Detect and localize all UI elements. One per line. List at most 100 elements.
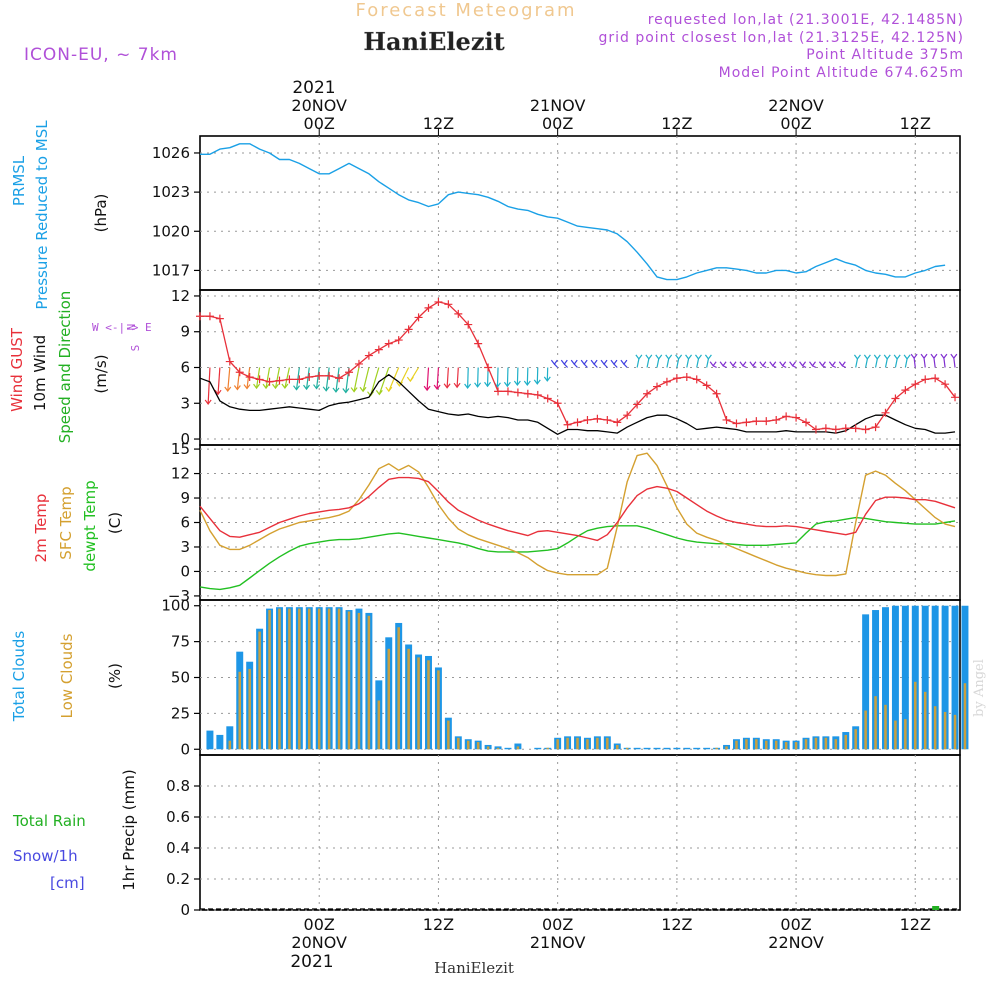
- low-cloud-bar: [417, 657, 420, 750]
- gust-marker: [414, 313, 423, 322]
- snow-label: Snow/1h: [13, 847, 78, 865]
- point-altitude: Point Altitude 375m: [806, 47, 964, 63]
- top-date-label: 21NOV: [530, 96, 586, 115]
- compass-label: N: [125, 324, 138, 331]
- wind-arrow: [315, 367, 320, 389]
- total-cloud-bar: [693, 747, 701, 750]
- precip-unit: 1hr Precip (mm): [120, 769, 138, 890]
- wind-arrow-head: [303, 384, 311, 391]
- gust-marker: [354, 359, 363, 368]
- wind-arrow-head: [950, 353, 958, 360]
- wind-arrow: [865, 358, 868, 368]
- bottom-hour-label: 12Z: [661, 915, 692, 934]
- precip-ytick-label: 0.4: [166, 839, 190, 857]
- low-cloud-bar: [496, 747, 500, 750]
- wind-arrow-head: [610, 359, 618, 366]
- pressure-label-2: Pressure Reduced to MSL: [33, 120, 51, 310]
- total-cloud-label: Total Clouds: [10, 631, 28, 723]
- total-cloud-bar: [504, 747, 512, 750]
- wind-arrow: [353, 367, 360, 392]
- temperature-ytick-label: 6: [180, 514, 190, 532]
- wind-arrow: [476, 367, 479, 387]
- wind-arrow-head: [799, 361, 807, 367]
- gust-marker: [205, 312, 214, 321]
- wind-arrow-head: [233, 385, 241, 391]
- total-cloud-bar: [643, 747, 651, 750]
- wind-arrow: [894, 358, 898, 368]
- gust-marker: [325, 371, 334, 380]
- wind-arrow-head: [523, 380, 531, 387]
- low-cloud-bar: [367, 615, 371, 750]
- low-cloud-bar: [914, 681, 917, 750]
- wind-arrow: [426, 367, 430, 391]
- gust-marker: [593, 414, 602, 423]
- wind-arrow-head: [655, 354, 663, 360]
- gust-marker: [215, 314, 224, 323]
- low-cloud-bar: [457, 737, 460, 750]
- top-hour-label: 00Z: [542, 114, 573, 133]
- wind-ytick-label: 6: [180, 359, 190, 377]
- dewpt-label: dewpt Temp: [81, 480, 99, 571]
- wind-arrow-head: [350, 387, 358, 393]
- low-cloud-bar: [427, 660, 430, 750]
- gust-marker: [404, 325, 413, 334]
- wind-arrow: [943, 358, 946, 368]
- wind-arrow-head: [570, 359, 578, 366]
- low-cloud-bar: [824, 737, 828, 750]
- low-cloud-bar: [278, 608, 281, 750]
- low-cloud-bar: [298, 608, 301, 750]
- clouds-ytick-label: 75: [171, 633, 190, 651]
- low-cloud-bar: [288, 608, 291, 750]
- top-date-label: 22NOV: [768, 96, 824, 115]
- wind-arrow: [456, 367, 459, 388]
- wind-arrow: [265, 367, 271, 389]
- wind-arrow-head: [464, 383, 472, 390]
- wind-arrow-head: [853, 354, 861, 360]
- low-cloud-bar: [407, 648, 410, 750]
- low-cloud-bar: [377, 700, 381, 750]
- wind-arrow-head: [940, 353, 948, 360]
- wind-arrow-head: [385, 386, 393, 393]
- wind-arrow-head: [342, 388, 350, 394]
- gust-marker: [722, 415, 731, 424]
- snow-unit-label: [cm]: [50, 874, 85, 892]
- wind-arrow: [742, 365, 747, 369]
- wind-arrow-head: [332, 387, 340, 393]
- wind-arrow: [436, 367, 440, 390]
- total-cloud-bar: [673, 747, 681, 750]
- wind-arrow-head: [453, 382, 461, 389]
- low-cloud-bar: [258, 631, 261, 750]
- wind-arrow-head: [322, 386, 330, 392]
- precip-ytick-label: 0: [180, 901, 190, 919]
- total-cloud-bar: [226, 726, 234, 750]
- total-cloud-bar: [901, 605, 909, 750]
- wind-arrow: [855, 358, 859, 368]
- wind-arrow: [295, 367, 300, 390]
- gust-marker: [394, 336, 403, 345]
- wind-arrow: [526, 367, 529, 386]
- wind-arrow-head: [262, 383, 270, 390]
- gridpoint-coords: grid point closest lon,lat (21.3125E, 42…: [598, 30, 964, 46]
- wind-arrow-head: [769, 361, 777, 367]
- total-cloud-bar: [951, 605, 959, 750]
- wind-arrow: [884, 358, 888, 368]
- temperature-ytick-label: 15: [171, 440, 190, 458]
- low-cloud-bar: [745, 739, 748, 750]
- wind-arrow: [722, 365, 727, 369]
- wind-arrow: [923, 358, 926, 368]
- gust-marker: [662, 377, 671, 386]
- wind-arrow: [446, 367, 449, 388]
- pressure-ytick-label: 1026: [152, 144, 190, 162]
- wind-arrow: [388, 367, 400, 392]
- wind-arrow-head: [828, 361, 836, 367]
- wind-arrow: [335, 367, 340, 393]
- precip-ytick-label: 0.6: [166, 808, 190, 826]
- wind-speed-line: [199, 374, 956, 435]
- total-cloud-bar: [911, 605, 919, 750]
- low-cloud-bar: [268, 610, 271, 750]
- top-hour-label: 00Z: [304, 114, 335, 133]
- wind-arrow: [953, 358, 956, 368]
- wind-arrow: [782, 365, 787, 369]
- wind-arrow-head: [873, 354, 881, 360]
- pressure-unit: (hPa): [92, 194, 110, 233]
